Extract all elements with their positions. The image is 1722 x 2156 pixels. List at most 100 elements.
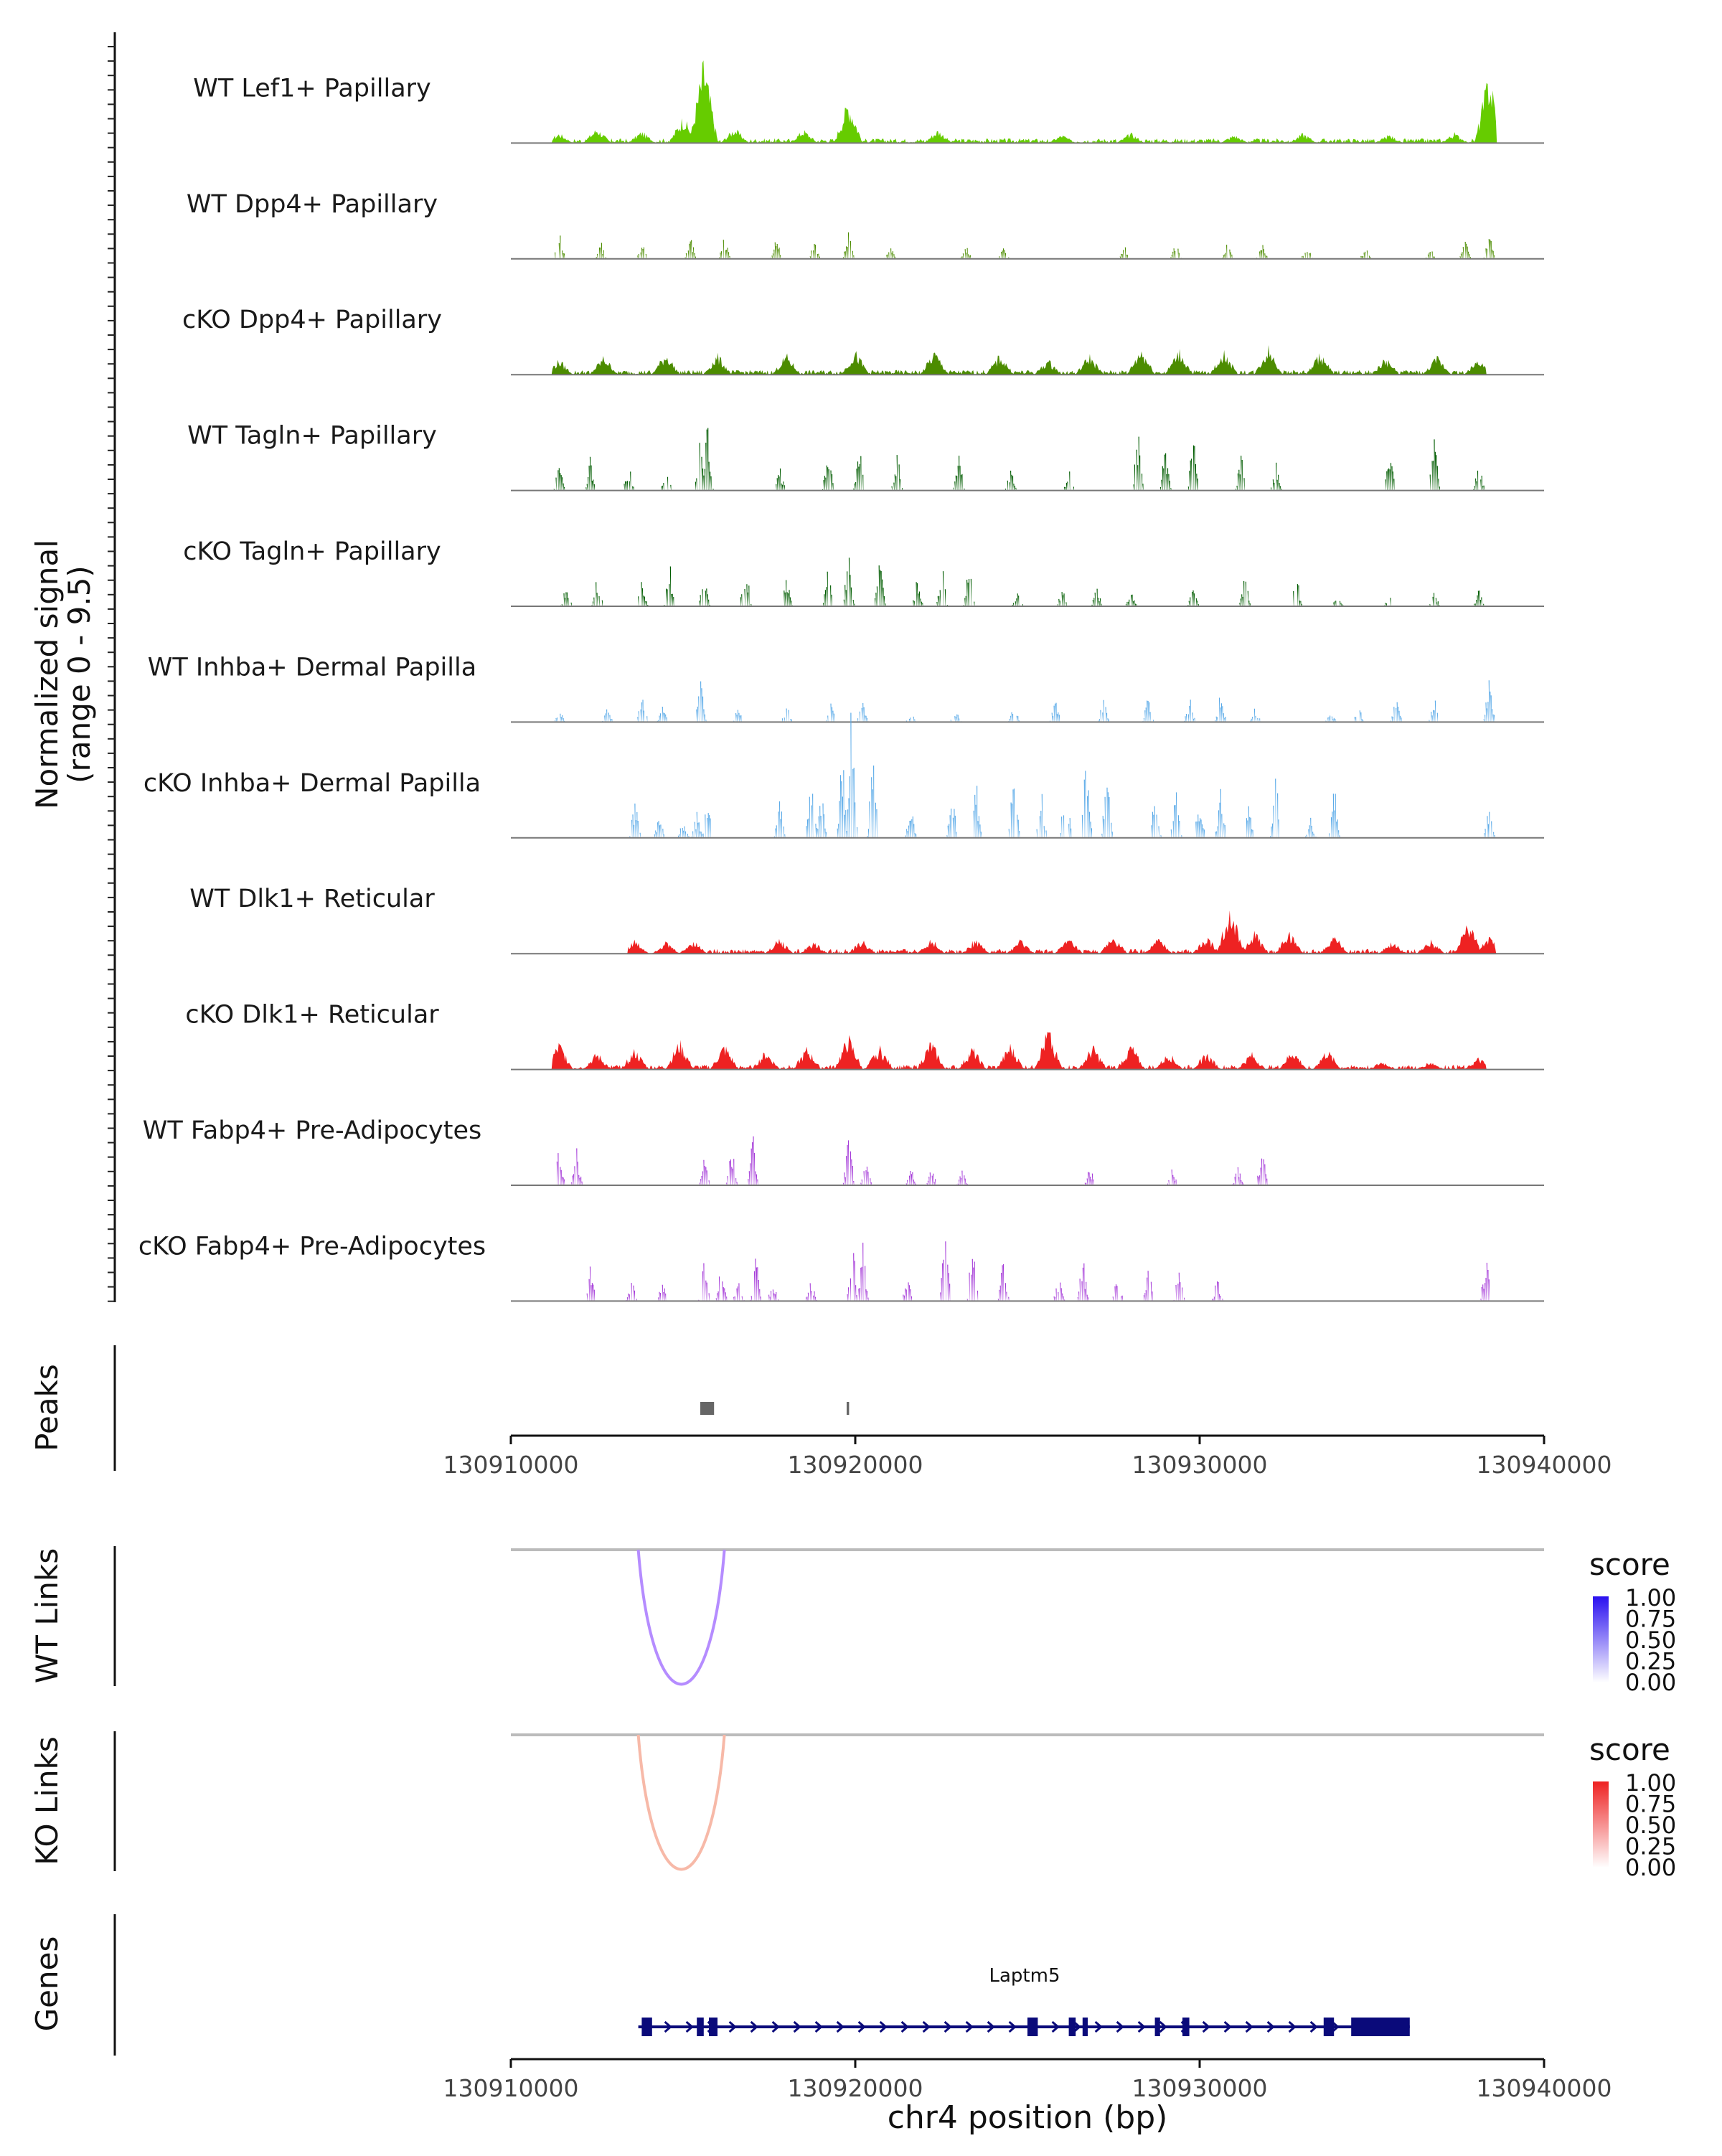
strand-arrow xyxy=(1008,2020,1017,2033)
peaks-track: Peaks xyxy=(29,1345,850,1471)
strand-arrow xyxy=(1309,2020,1318,2033)
track-label: WT Lef1+ Papillary xyxy=(193,74,431,103)
coverage-track: WT Lef1+ Papillary xyxy=(193,60,1544,144)
x-tick-label: 130920000 xyxy=(788,1451,923,1479)
strand-arrow xyxy=(1073,2020,1081,2033)
exon xyxy=(697,2018,704,2036)
strand-arrow xyxy=(944,2020,952,2033)
strand-arrow xyxy=(750,2020,758,2033)
coverage-area xyxy=(550,60,1498,143)
x-tick-label: 130940000 xyxy=(1477,1451,1612,1479)
x-tick-label: 130910000 xyxy=(443,2074,579,2102)
coverage-track: cKO Fabp4+ Pre-Adipocytes xyxy=(138,1232,1544,1302)
strand-arrow xyxy=(836,2020,844,2033)
track-label: cKO Tagln+ Papillary xyxy=(183,537,441,566)
links-track-label: KO Links xyxy=(29,1736,65,1865)
strand-arrow xyxy=(1266,2020,1275,2033)
strand-arrow xyxy=(814,2020,823,2033)
exon xyxy=(1323,2018,1335,2036)
strand-arrow xyxy=(1051,2020,1060,2033)
coverage-track: cKO Tagln+ Papillary xyxy=(183,537,1544,607)
coverage-track: WT Tagln+ Papillary xyxy=(187,422,1544,491)
x-axis-label: chr4 position (bp) xyxy=(888,2099,1168,2136)
track-label: WT Fabp4+ Pre-Adipocytes xyxy=(143,1116,481,1145)
legend-tick-label: 0.25 xyxy=(1625,1833,1676,1860)
legend-colorbar xyxy=(1593,1781,1609,1868)
strand-arrow xyxy=(1331,2020,1340,2033)
legend-tick-label: 0.25 xyxy=(1625,1648,1676,1675)
link-arc xyxy=(636,1549,726,1686)
exon xyxy=(641,2018,652,2036)
coverage-area xyxy=(550,1032,1487,1070)
legend-tick-label: 0.75 xyxy=(1625,1791,1676,1818)
exon xyxy=(1154,2018,1160,2036)
axes: Normalized signal(range 0 - 9.5) 13091000… xyxy=(29,32,1612,2136)
strand-arrow xyxy=(1245,2020,1253,2033)
track-label: WT Tagln+ Papillary xyxy=(187,422,437,451)
track-label: WT Inhba+ Dermal Papilla xyxy=(148,653,476,682)
gene-name: Laptm5 xyxy=(989,1965,1060,1987)
strand-arrow xyxy=(900,2020,909,2033)
coverage-area xyxy=(550,428,1489,491)
strand-arrow xyxy=(793,2020,801,2033)
exon xyxy=(1027,2018,1038,2036)
legend-tick-label: 0.75 xyxy=(1625,1606,1676,1633)
strand-arrow xyxy=(728,2020,737,2033)
coverage-track: WT Inhba+ Dermal Papilla xyxy=(148,653,1544,723)
exon xyxy=(1351,2018,1410,2036)
strand-arrow xyxy=(987,2020,995,2033)
track-label: WT Dlk1+ Reticular xyxy=(189,885,435,913)
x-tick-label: 130940000 xyxy=(1477,2074,1612,2102)
x-tick-label: 130930000 xyxy=(1132,1451,1268,1479)
coverage-area xyxy=(626,712,1500,838)
coverage-area xyxy=(550,345,1487,375)
strand-arrow xyxy=(664,2020,672,2033)
strand-arrow xyxy=(1137,2020,1146,2033)
links-track-label: WT Links xyxy=(29,1548,65,1683)
strand-arrow xyxy=(685,2020,694,2033)
legend-tick-label: 1.00 xyxy=(1625,1769,1676,1797)
genes-track-label: Genes xyxy=(29,1936,65,2032)
coverage-area xyxy=(557,557,1490,606)
strand-arrow xyxy=(1288,2020,1297,2033)
genes-track: Genes Laptm5 xyxy=(29,1914,1410,2056)
strand-arrow xyxy=(1159,2020,1167,2033)
legend-tick-label: 0.50 xyxy=(1625,1627,1676,1654)
track-label: cKO Inhba+ Dermal Papilla xyxy=(144,769,481,798)
track-label: cKO Dlk1+ Reticular xyxy=(185,1001,439,1030)
coverage-area xyxy=(626,910,1498,954)
strand-arrow xyxy=(1094,2020,1103,2033)
exon xyxy=(1082,2018,1088,2036)
strand-arrow xyxy=(771,2020,780,2033)
strand-arrow xyxy=(922,2020,931,2033)
y-axis-label-range: (range 0 - 9.5) xyxy=(62,565,97,783)
legend-tick-label: 0.50 xyxy=(1625,1812,1676,1839)
coverage-track: cKO Inhba+ Dermal Papilla xyxy=(144,712,1544,839)
coverage-track: cKO Dpp4+ Papillary xyxy=(182,306,1544,376)
exon xyxy=(709,2018,718,2036)
genomic-x-axis: 130910000 130920000 130930000 130940000 xyxy=(443,1434,1612,1479)
strand-arrow xyxy=(1202,2020,1210,2033)
coverage-track: WT Dpp4+ Papillary xyxy=(187,190,1544,260)
track-label: cKO Fabp4+ Pre-Adipocytes xyxy=(138,1232,486,1261)
coverage-area xyxy=(581,1241,1496,1301)
x-tick-label: 130920000 xyxy=(788,2074,923,2102)
coverage-area xyxy=(550,680,1499,722)
coverage-track: WT Fabp4+ Pre-Adipocytes xyxy=(143,1116,1544,1186)
exon xyxy=(1068,2018,1076,2036)
legend-colorbar xyxy=(1593,1596,1609,1682)
link-arc xyxy=(636,1734,726,1871)
legend-tick-label: 1.00 xyxy=(1625,1584,1676,1611)
coverage-area xyxy=(550,1136,1271,1185)
x-tick-label: 130910000 xyxy=(443,1451,579,1479)
legend-tick-label: 0.00 xyxy=(1625,1669,1676,1696)
coverage-area xyxy=(550,232,1499,259)
track-label: WT Dpp4+ Papillary xyxy=(187,190,438,219)
coverage-track: WT Dlk1+ Reticular xyxy=(189,885,1544,955)
